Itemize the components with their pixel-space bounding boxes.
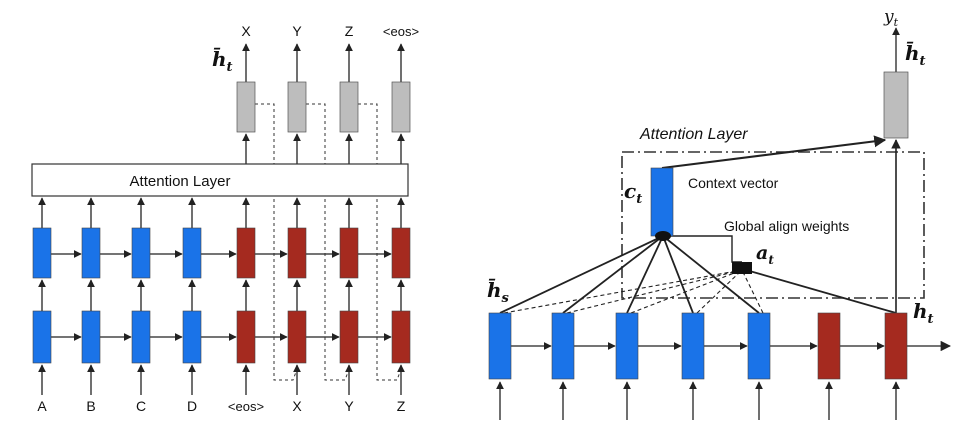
encoder-cell xyxy=(32,227,52,279)
output-label: Y xyxy=(292,23,302,39)
feedback-dashed-path xyxy=(255,103,297,381)
input-label: Y xyxy=(344,398,354,414)
context-weight-line xyxy=(626,235,664,314)
input-label: A xyxy=(37,398,47,414)
context-weight-line xyxy=(662,235,694,314)
encoder-cell xyxy=(182,227,202,279)
h-bar-s-label: h̄s xyxy=(487,277,510,306)
align-weights-marker xyxy=(732,262,752,274)
decoder-cell xyxy=(339,310,359,364)
encoder-cell xyxy=(681,312,705,380)
h-bar-t-label: h̄t xyxy=(212,46,233,75)
input-label: Z xyxy=(397,398,406,414)
decoder-cell xyxy=(287,310,307,364)
encoder-cell xyxy=(131,310,151,364)
feedback-dashed-path xyxy=(358,103,401,381)
context-to-output-arrow xyxy=(661,135,887,169)
output-labels: X Y Z <eos> xyxy=(241,23,419,39)
left-cells xyxy=(32,81,411,364)
attention-layer-title: Attention Layer xyxy=(639,126,748,143)
context-weight-line xyxy=(499,235,664,314)
input-label: B xyxy=(86,398,95,414)
decoder-cell xyxy=(236,310,256,364)
feedback-dashed-path xyxy=(306,103,349,381)
encoder-cell xyxy=(32,310,52,364)
c-t-label: ct xyxy=(624,179,642,207)
context-weight-line xyxy=(562,235,664,314)
input-label: <eos> xyxy=(228,399,264,414)
encoder-cell xyxy=(81,227,101,279)
attention-layer-box xyxy=(31,163,409,197)
h-t-label: ht xyxy=(913,299,934,327)
h-bar-t-right-label: h̄t xyxy=(905,40,926,69)
encoder-cell xyxy=(488,312,512,380)
decoder-cell xyxy=(391,310,411,364)
left-panel: Attention Layer h̄t A B C D <eos> X Y Z … xyxy=(31,23,419,414)
output-cell xyxy=(287,81,307,133)
output-label: <eos> xyxy=(383,24,419,39)
input-label: D xyxy=(187,398,197,414)
decoder-cell xyxy=(287,227,307,279)
encoder-cell xyxy=(615,312,639,380)
input-label: C xyxy=(136,398,146,414)
encoder-cell xyxy=(81,310,101,364)
y-t-label: yt xyxy=(883,7,899,29)
encoder-cell xyxy=(182,310,202,364)
output-cell xyxy=(883,71,909,139)
input-label: X xyxy=(292,398,302,414)
align-dashed-line xyxy=(503,269,743,314)
align-dashed-line xyxy=(566,269,743,314)
output-cell xyxy=(391,81,411,133)
encoder-cell xyxy=(747,312,771,380)
a-t-label: at xyxy=(756,242,774,267)
attention-layer-label: Attention Layer xyxy=(130,173,231,190)
align-dashed-line xyxy=(696,269,743,314)
input-labels: A B C D <eos> X Y Z xyxy=(37,398,405,414)
align-dashed-line xyxy=(630,269,743,314)
encoder-cell xyxy=(131,227,151,279)
output-cell xyxy=(236,81,256,133)
output-label: X xyxy=(241,23,251,39)
left-connections xyxy=(38,43,405,395)
align-weight-connector xyxy=(663,235,742,263)
context-hub-node xyxy=(655,231,671,241)
decoder-cell xyxy=(236,227,256,279)
right-panel: Attention Layer Context vector Global al… xyxy=(487,7,952,420)
global-align-weights-label: Global align weights xyxy=(724,218,849,234)
ht-to-align-line xyxy=(745,269,897,314)
decoder-cell xyxy=(339,227,359,279)
encoder-cell xyxy=(551,312,575,380)
context-vector-cell xyxy=(650,167,674,237)
right-connections xyxy=(496,27,952,420)
output-label: Z xyxy=(345,23,354,39)
output-cell xyxy=(339,81,359,133)
align-dashed-line xyxy=(741,269,764,314)
decoder-cell xyxy=(884,312,908,380)
decoder-cell xyxy=(391,227,411,279)
right-cells xyxy=(488,71,909,380)
context-weight-line xyxy=(662,235,760,314)
decoder-cell xyxy=(817,312,841,380)
attention-layer-frame xyxy=(621,151,925,299)
context-vector-label: Context vector xyxy=(688,175,779,191)
